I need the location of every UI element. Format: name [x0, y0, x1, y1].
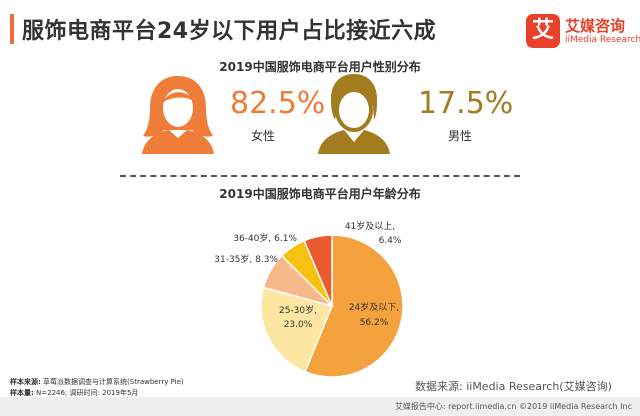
- pie-value-2: 23.0%: [284, 320, 313, 330]
- pie-slice-1: [304, 234, 404, 378]
- page-title: 服饰电商平台24岁以下用户占比接近六成: [22, 19, 437, 44]
- iimedia-logo[interactable]: 艾 艾媒咨询 iiMedia Research: [526, 14, 640, 50]
- section-divider: [120, 175, 520, 177]
- logo-mark: 艾: [526, 14, 560, 48]
- pie-label-4: 36-40岁, 6.1%: [233, 232, 297, 244]
- footer-text: 艾媒报告中心: report.iimedia.cn ©2019 iiMedia …: [394, 402, 632, 411]
- male-percent: 17.5%: [418, 86, 514, 121]
- title-accent-bar: [10, 14, 14, 44]
- pie-label-3: 31-35岁, 8.3%: [214, 253, 278, 265]
- pie-label-5: 41岁及以上,: [345, 220, 395, 232]
- gender-chart-title: 2019中国服饰电商平台用户性别分布: [219, 60, 421, 74]
- female-percent: 82.5%: [230, 86, 326, 121]
- female-avatar-icon: [142, 76, 214, 154]
- pie-label-2: 25-30岁,: [279, 304, 317, 316]
- pie-value-5: 6.4%: [379, 236, 402, 246]
- pie-label-1: 24岁及以下,: [349, 301, 399, 313]
- male-label: 男性: [448, 129, 473, 143]
- sample-size-note: 样本量: N=2246; 调研时间: 2019年5月: [10, 389, 139, 397]
- logo-english-name: iiMedia Research: [565, 35, 640, 45]
- age-chart-title: 2019中国服饰电商平台用户年龄分布: [219, 187, 421, 201]
- female-label: 女性: [251, 129, 276, 143]
- footer-bar: 艾媒报告中心: report.iimedia.cn ©2019 iiMedia …: [0, 397, 640, 416]
- pie-slice-5: [303, 234, 333, 307]
- pie-value-1: 56.2%: [360, 318, 389, 328]
- logo-chinese-name: 艾媒咨询: [565, 17, 626, 35]
- data-source: 数据来源: iiMedia Research(艾媒咨询): [415, 380, 612, 393]
- sample-source-note: 样本来源: 草莓派数据调查与计算系统(Strawberry Pie): [10, 378, 184, 386]
- pie-slice-2: [260, 286, 334, 373]
- male-avatar-icon: [318, 74, 390, 154]
